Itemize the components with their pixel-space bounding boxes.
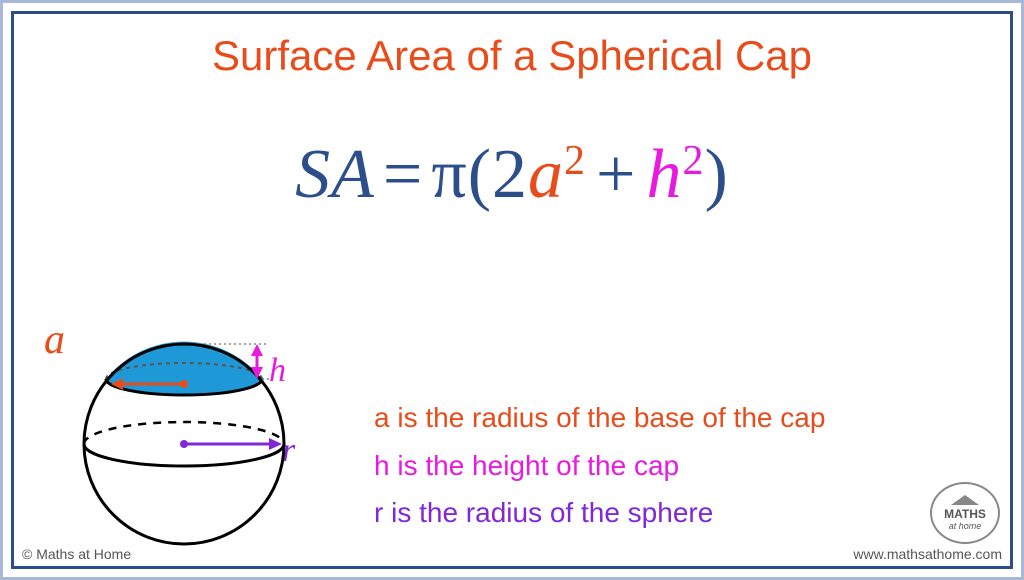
inner-frame: Surface Area of a Spherical Cap SA=π(2a2… [11, 11, 1013, 569]
formula-h: h [647, 136, 683, 213]
formula-plus: + [586, 136, 646, 213]
website-url: www.mathsathome.com [853, 546, 1002, 562]
formula-pi: π [431, 136, 467, 213]
copyright: © Maths at Home [22, 546, 131, 562]
h-arrow-up [251, 344, 263, 356]
formula-open: ( [468, 136, 492, 213]
legend: a is the radius of the base of the cap h… [374, 394, 825, 537]
legend-h: h is the height of the cap [374, 442, 825, 490]
logo-text-bottom: at home [949, 521, 982, 531]
cap-center-dot [180, 380, 188, 388]
formula-two: 2 [492, 136, 528, 213]
formula-a-exp: 2 [564, 138, 586, 184]
page-title: Surface Area of a Spherical Cap [14, 14, 1010, 80]
sphere-diagram [39, 324, 329, 569]
formula-close: ) [705, 136, 729, 213]
r-arrow-head [269, 438, 282, 450]
formula-eq: = [375, 136, 431, 213]
outer-frame: Surface Area of a Spherical Cap SA=π(2a2… [0, 0, 1024, 580]
formula-h-exp: 2 [683, 138, 705, 184]
legend-r: r is the radius of the sphere [374, 489, 825, 537]
formula: SA=π(2a2+h2) [14, 135, 1010, 215]
logo-text-top: MATHS [944, 507, 986, 521]
formula-a: a [528, 136, 564, 213]
logo-roof-icon [951, 495, 979, 505]
formula-sa: SA [295, 136, 375, 213]
legend-a: a is the radius of the base of the cap [374, 394, 825, 442]
logo: MATHS at home [930, 482, 1000, 544]
